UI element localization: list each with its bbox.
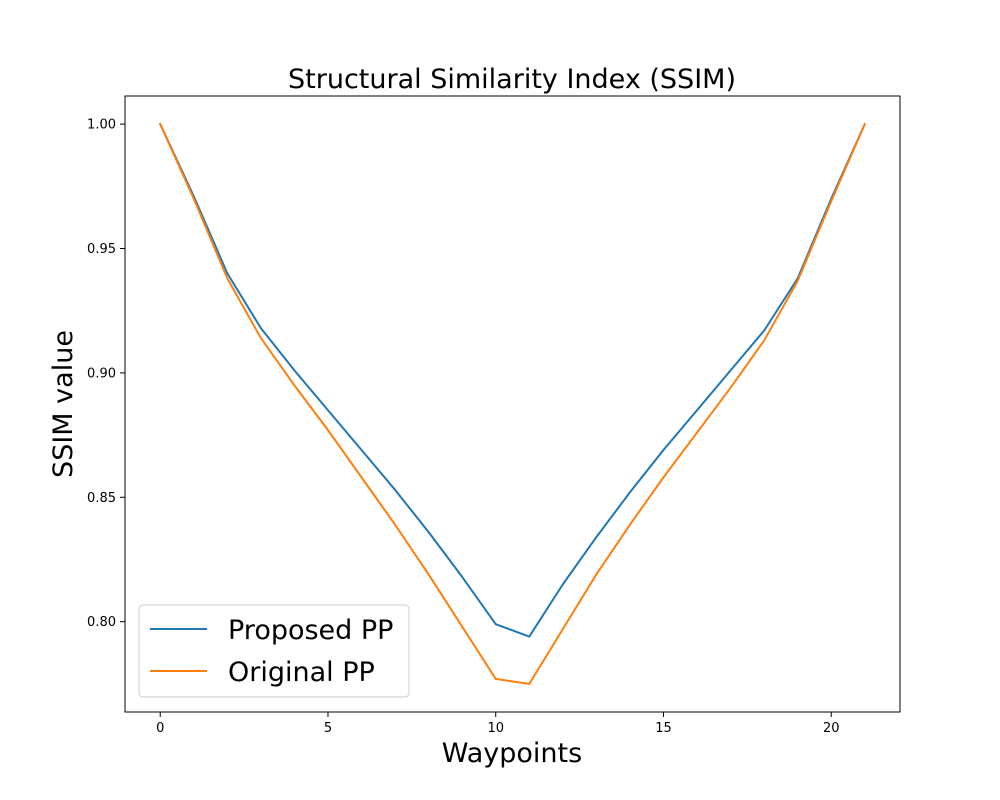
plot-frame <box>124 95 901 713</box>
y-tick-label: 0.95 <box>87 242 116 257</box>
x-tick-label: 20 <box>823 721 840 736</box>
legend: Proposed PP Original PP <box>138 604 410 698</box>
x-tick-label: 10 <box>487 721 504 736</box>
y-tick-label: 0.80 <box>87 615 116 630</box>
x-tick-label: 5 <box>324 721 332 736</box>
legend-label: Original PP <box>228 657 375 688</box>
legend-label: Proposed PP <box>228 615 393 646</box>
x-tick-label: 15 <box>655 721 672 736</box>
series-line-original-pp <box>158 122 867 685</box>
y-tick-label: 0.85 <box>87 491 116 506</box>
y-tick-label: 0.90 <box>87 366 116 381</box>
y-tick-label: 1.00 <box>87 118 116 133</box>
plot-area <box>124 95 901 713</box>
series-layer <box>158 122 867 685</box>
legend-items: Proposed PP Original PP <box>150 615 393 688</box>
chart-title: Structural Similarity Index (SSIM) <box>288 64 736 95</box>
x-axis-title: Waypoints <box>442 738 582 769</box>
x-axis: 0 5 10 15 20 <box>156 712 839 736</box>
y-axis: 0.80 0.85 0.90 0.95 1.00 <box>87 118 125 630</box>
series-line-proposed-pp <box>158 122 867 638</box>
y-axis-title: SSIM value <box>48 330 79 478</box>
x-tick-label: 0 <box>156 721 164 736</box>
